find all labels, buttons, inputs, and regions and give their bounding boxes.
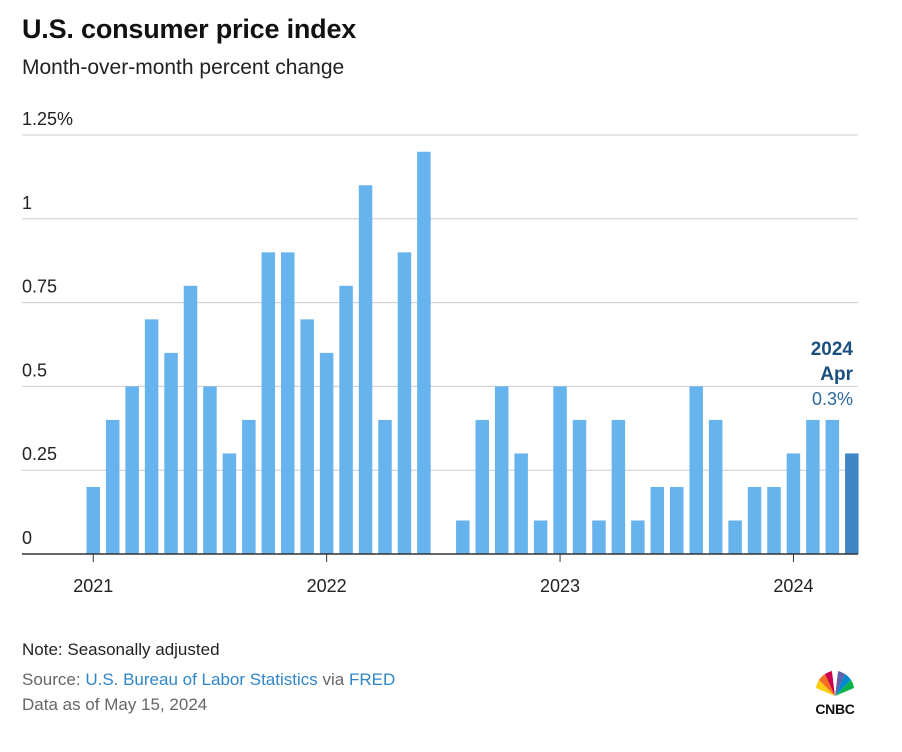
- bar-oct-2021: [261, 252, 276, 554]
- bar-jan-2023: [553, 386, 567, 554]
- y-tick-label: 1.25%: [22, 109, 73, 129]
- bar-sep-2023: [708, 419, 723, 554]
- bar-jan-2022: [319, 352, 334, 554]
- bar-nov-2022: [514, 453, 528, 554]
- y-tick-label: 0.75: [22, 277, 57, 297]
- bar-dec-2023: [767, 486, 781, 554]
- y-tick-label: 0.25: [22, 444, 57, 464]
- bar-feb-2022: [339, 285, 353, 554]
- bar-may-2021: [164, 352, 178, 554]
- bar-oct-2023: [728, 520, 742, 554]
- bar-dec-2021: [300, 319, 314, 554]
- bar-jun-2023: [650, 486, 665, 554]
- chart-subtitle: Month-over-month percent change: [22, 56, 345, 79]
- x-axis: [22, 553, 858, 562]
- bar-jun-2022: [417, 151, 431, 554]
- bar-apr-2022: [378, 419, 392, 554]
- source-link-fred[interactable]: FRED: [348, 670, 396, 689]
- bar-mar-2021: [125, 386, 139, 554]
- bar-nov-2023: [747, 486, 762, 554]
- y-tick-label: 0.5: [22, 360, 47, 380]
- bar-apr-2021: [144, 319, 159, 554]
- bar-jul-2021: [203, 386, 217, 554]
- chart-title: U.S. consumer price index: [22, 14, 357, 44]
- source-via: via: [317, 670, 349, 689]
- bar-jul-2023: [670, 486, 684, 554]
- peacock-logo-icon: [816, 671, 854, 696]
- annotation-year: 2024: [811, 339, 854, 360]
- x-tick-label: 2024: [773, 576, 813, 596]
- source-prefix: Source:: [22, 670, 86, 689]
- bar-apr-2024: [845, 453, 859, 554]
- x-tick-labels: 2021 2022 2023 2024: [73, 576, 813, 596]
- bar-aug-2023: [689, 386, 703, 554]
- bar-mar-2023: [592, 520, 606, 554]
- bars: [86, 151, 859, 554]
- annotation-value: 0.3%: [812, 389, 853, 409]
- bar-oct-2022: [494, 386, 509, 554]
- bar-mar-2022: [358, 185, 373, 554]
- x-tick-label: 2023: [540, 576, 580, 596]
- bar-may-2023: [631, 520, 645, 554]
- cnbc-logo: CNBC: [808, 670, 862, 717]
- latest-value-annotation: 2024 Apr 0.3%: [811, 339, 854, 409]
- source-line: Source: U.S. Bureau of Labor Statistics …: [22, 670, 395, 690]
- bar-jan-2024: [786, 453, 801, 554]
- bar-feb-2023: [572, 419, 587, 554]
- bar-aug-2021: [222, 453, 237, 554]
- cpi-bar-chart: 0 0.25 0.5 0.75 1 1.25% 2021 2022 2023 2024 2024…: [22, 109, 859, 596]
- bar-dec-2022: [533, 520, 548, 554]
- source-link-bls[interactable]: U.S. Bureau of Labor Statistics: [85, 670, 318, 689]
- bar-nov-2021: [281, 252, 295, 554]
- bar-apr-2023: [611, 419, 626, 554]
- data-date: Data as of May 15, 2024: [22, 695, 208, 714]
- bar-sep-2022: [475, 419, 489, 554]
- bar-sep-2021: [242, 419, 256, 554]
- bar-may-2022: [397, 252, 412, 554]
- bar-jan-2021: [86, 486, 100, 554]
- bar-aug-2022: [456, 520, 470, 554]
- y-tick-label: 1: [22, 193, 32, 213]
- y-tick-label: 0: [22, 528, 32, 548]
- x-tick-label: 2022: [307, 576, 347, 596]
- bar-jun-2021: [183, 285, 198, 554]
- bar-mar-2024: [825, 419, 840, 554]
- logo-wordmark: CNBC: [815, 701, 855, 717]
- y-tick-labels: 0 0.25 0.5 0.75 1 1.25%: [22, 109, 73, 548]
- bar-feb-2024: [806, 419, 820, 554]
- x-tick-label: 2021: [73, 576, 113, 596]
- footnote: Note: Seasonally adjusted: [22, 640, 220, 659]
- bar-feb-2021: [105, 419, 120, 554]
- annotation-month: Apr: [820, 364, 853, 385]
